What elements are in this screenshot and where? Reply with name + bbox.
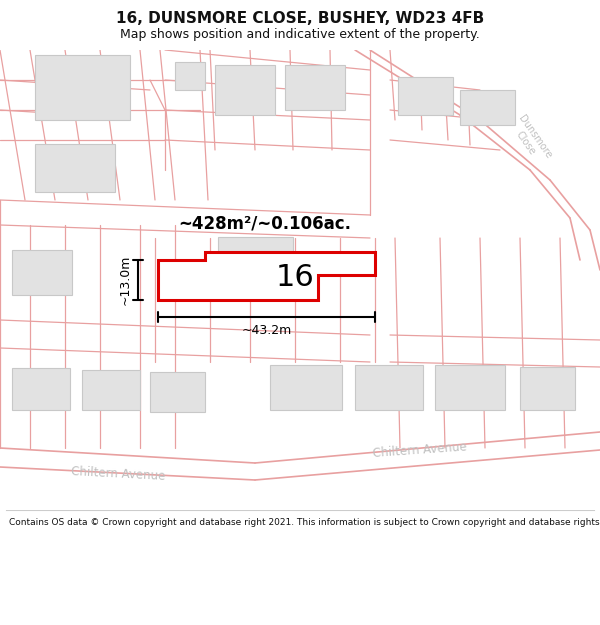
Bar [270,365,342,410]
Bar [460,90,515,125]
Bar [35,144,115,192]
Bar [82,370,140,410]
Bar [355,365,423,410]
Bar [175,62,205,90]
Bar [35,55,130,120]
Text: Chiltern Avenue: Chiltern Avenue [71,465,166,483]
Text: Dunsmore
Close: Dunsmore Close [507,113,553,167]
Bar [435,365,505,410]
Text: 16, DUNSMORE CLOSE, BUSHEY, WD23 4FB: 16, DUNSMORE CLOSE, BUSHEY, WD23 4FB [116,11,484,26]
Text: ~428m²/~0.106ac.: ~428m²/~0.106ac. [179,214,352,232]
Bar [12,368,70,410]
Polygon shape [158,252,375,300]
Text: Contains OS data © Crown copyright and database right 2021. This information is : Contains OS data © Crown copyright and d… [9,518,600,527]
Bar [150,372,205,412]
Bar [12,250,72,295]
Bar [218,237,293,295]
Text: ~43.2m: ~43.2m [241,324,292,337]
Bar [215,65,275,115]
Text: ~13.0m: ~13.0m [119,255,132,305]
Text: Chiltern Avenue: Chiltern Avenue [373,440,467,460]
Bar [398,77,453,115]
Bar [520,367,575,410]
Text: Map shows position and indicative extent of the property.: Map shows position and indicative extent… [120,28,480,41]
Text: 16: 16 [275,264,314,292]
Bar [285,65,345,110]
